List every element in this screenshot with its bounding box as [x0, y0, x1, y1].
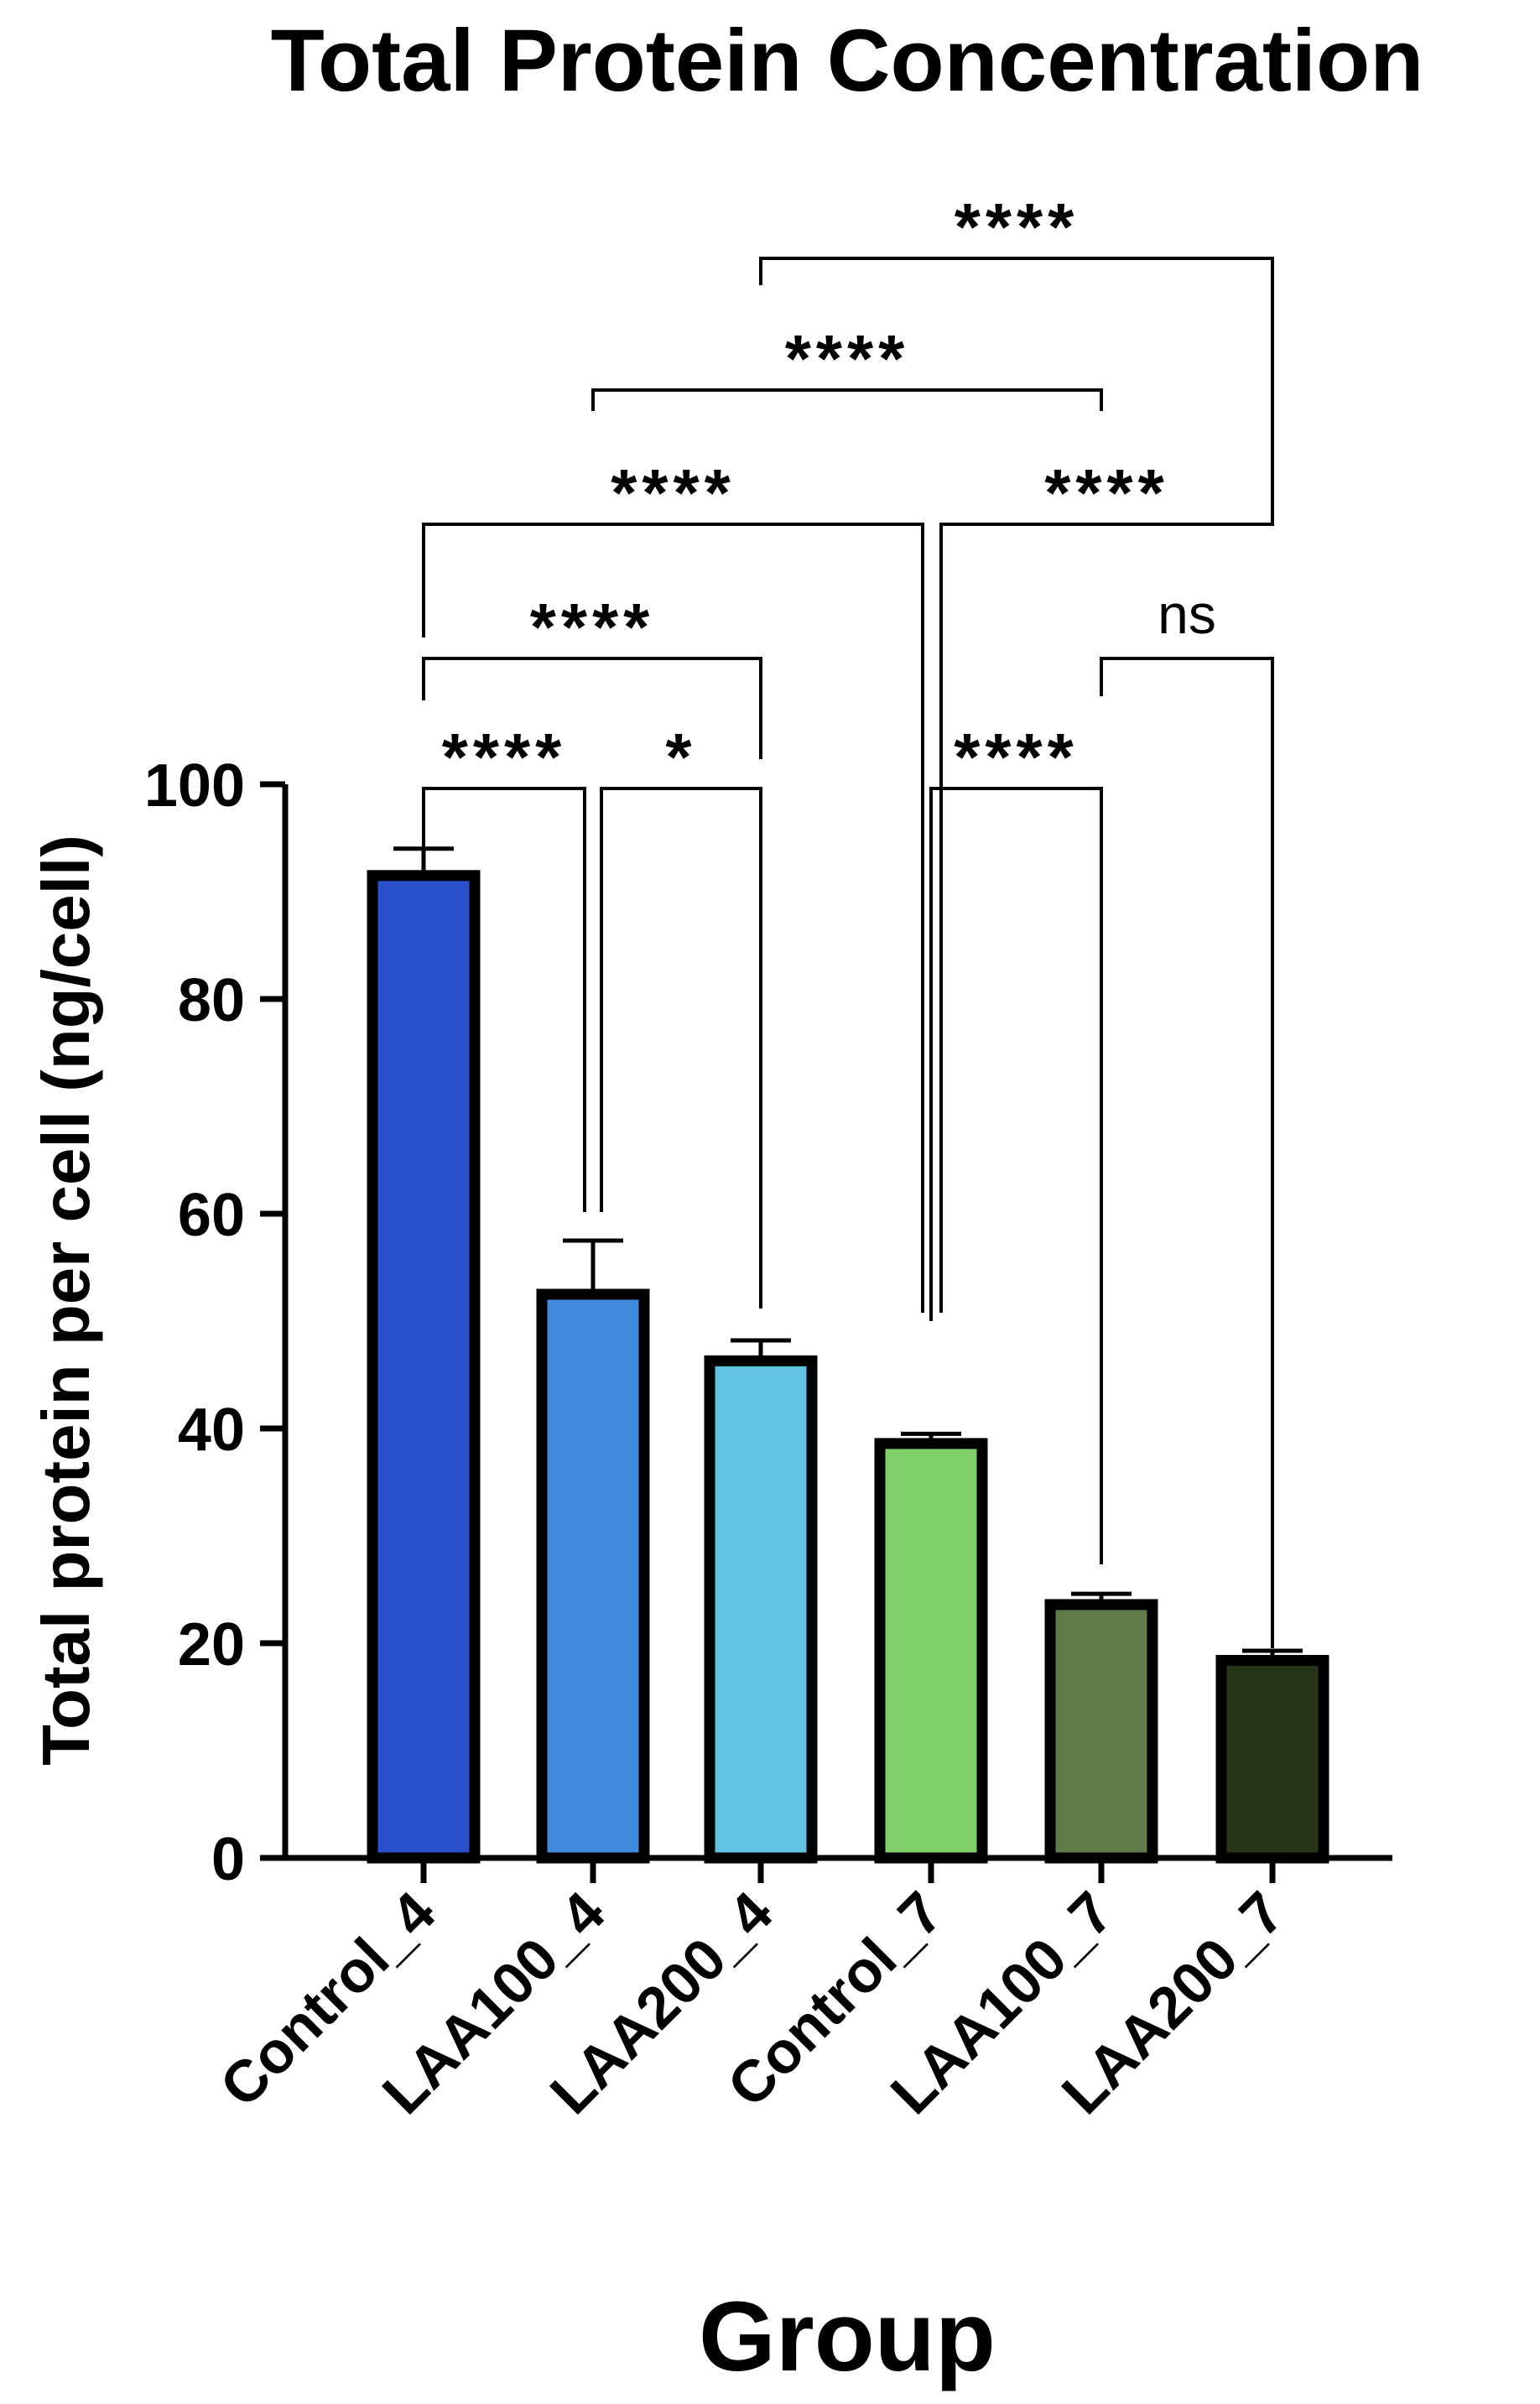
bar-Control_4 [367, 870, 481, 1864]
significance-bracket [600, 787, 762, 1309]
significance-label: **** [955, 190, 1080, 264]
significance-bracket [929, 787, 1103, 1564]
chart-title: Total Protein Concentration [271, 12, 1424, 110]
bar-LAA100_4 [536, 1288, 650, 1864]
bar-LAA200_7 [1215, 1654, 1329, 1864]
significance-bracket [759, 257, 1274, 499]
significance-bracket [1100, 657, 1274, 1648]
bars [367, 846, 1329, 1864]
significance-label: **** [530, 590, 655, 664]
significance-label: **** [954, 720, 1079, 794]
significance-bracket [939, 499, 1274, 1313]
significance-bracket [422, 657, 762, 759]
significance-label: **** [785, 321, 910, 396]
y-axis-label: Total protein per cell (ng/cell) [29, 835, 103, 1766]
significance-label: ns [1158, 583, 1216, 645]
significance-label: **** [1044, 455, 1169, 530]
bar-Control_7 [874, 1438, 988, 1864]
y-tick-label: 20 [178, 1611, 245, 1678]
significance-bracket [591, 388, 1103, 411]
bar-LAA100_7 [1044, 1599, 1158, 1864]
y-tick-label: 100 [144, 752, 245, 820]
y-tick-label: 0 [211, 1826, 245, 1893]
y-tick-label: 40 [178, 1397, 245, 1464]
y-tick-label: 60 [178, 1182, 245, 1249]
significance-brackets: **** * ******** ns**** ************ [422, 190, 1274, 1648]
significance-label: **** [611, 455, 736, 530]
x-axis-label: Group [699, 2282, 996, 2392]
y-tick-label: 80 [178, 967, 245, 1034]
bar-LAA200_4 [704, 1355, 818, 1864]
significance-label: * [665, 720, 696, 794]
significance-bracket [422, 787, 586, 1212]
significance-bracket [422, 523, 924, 1313]
significance-label: **** [442, 720, 567, 794]
